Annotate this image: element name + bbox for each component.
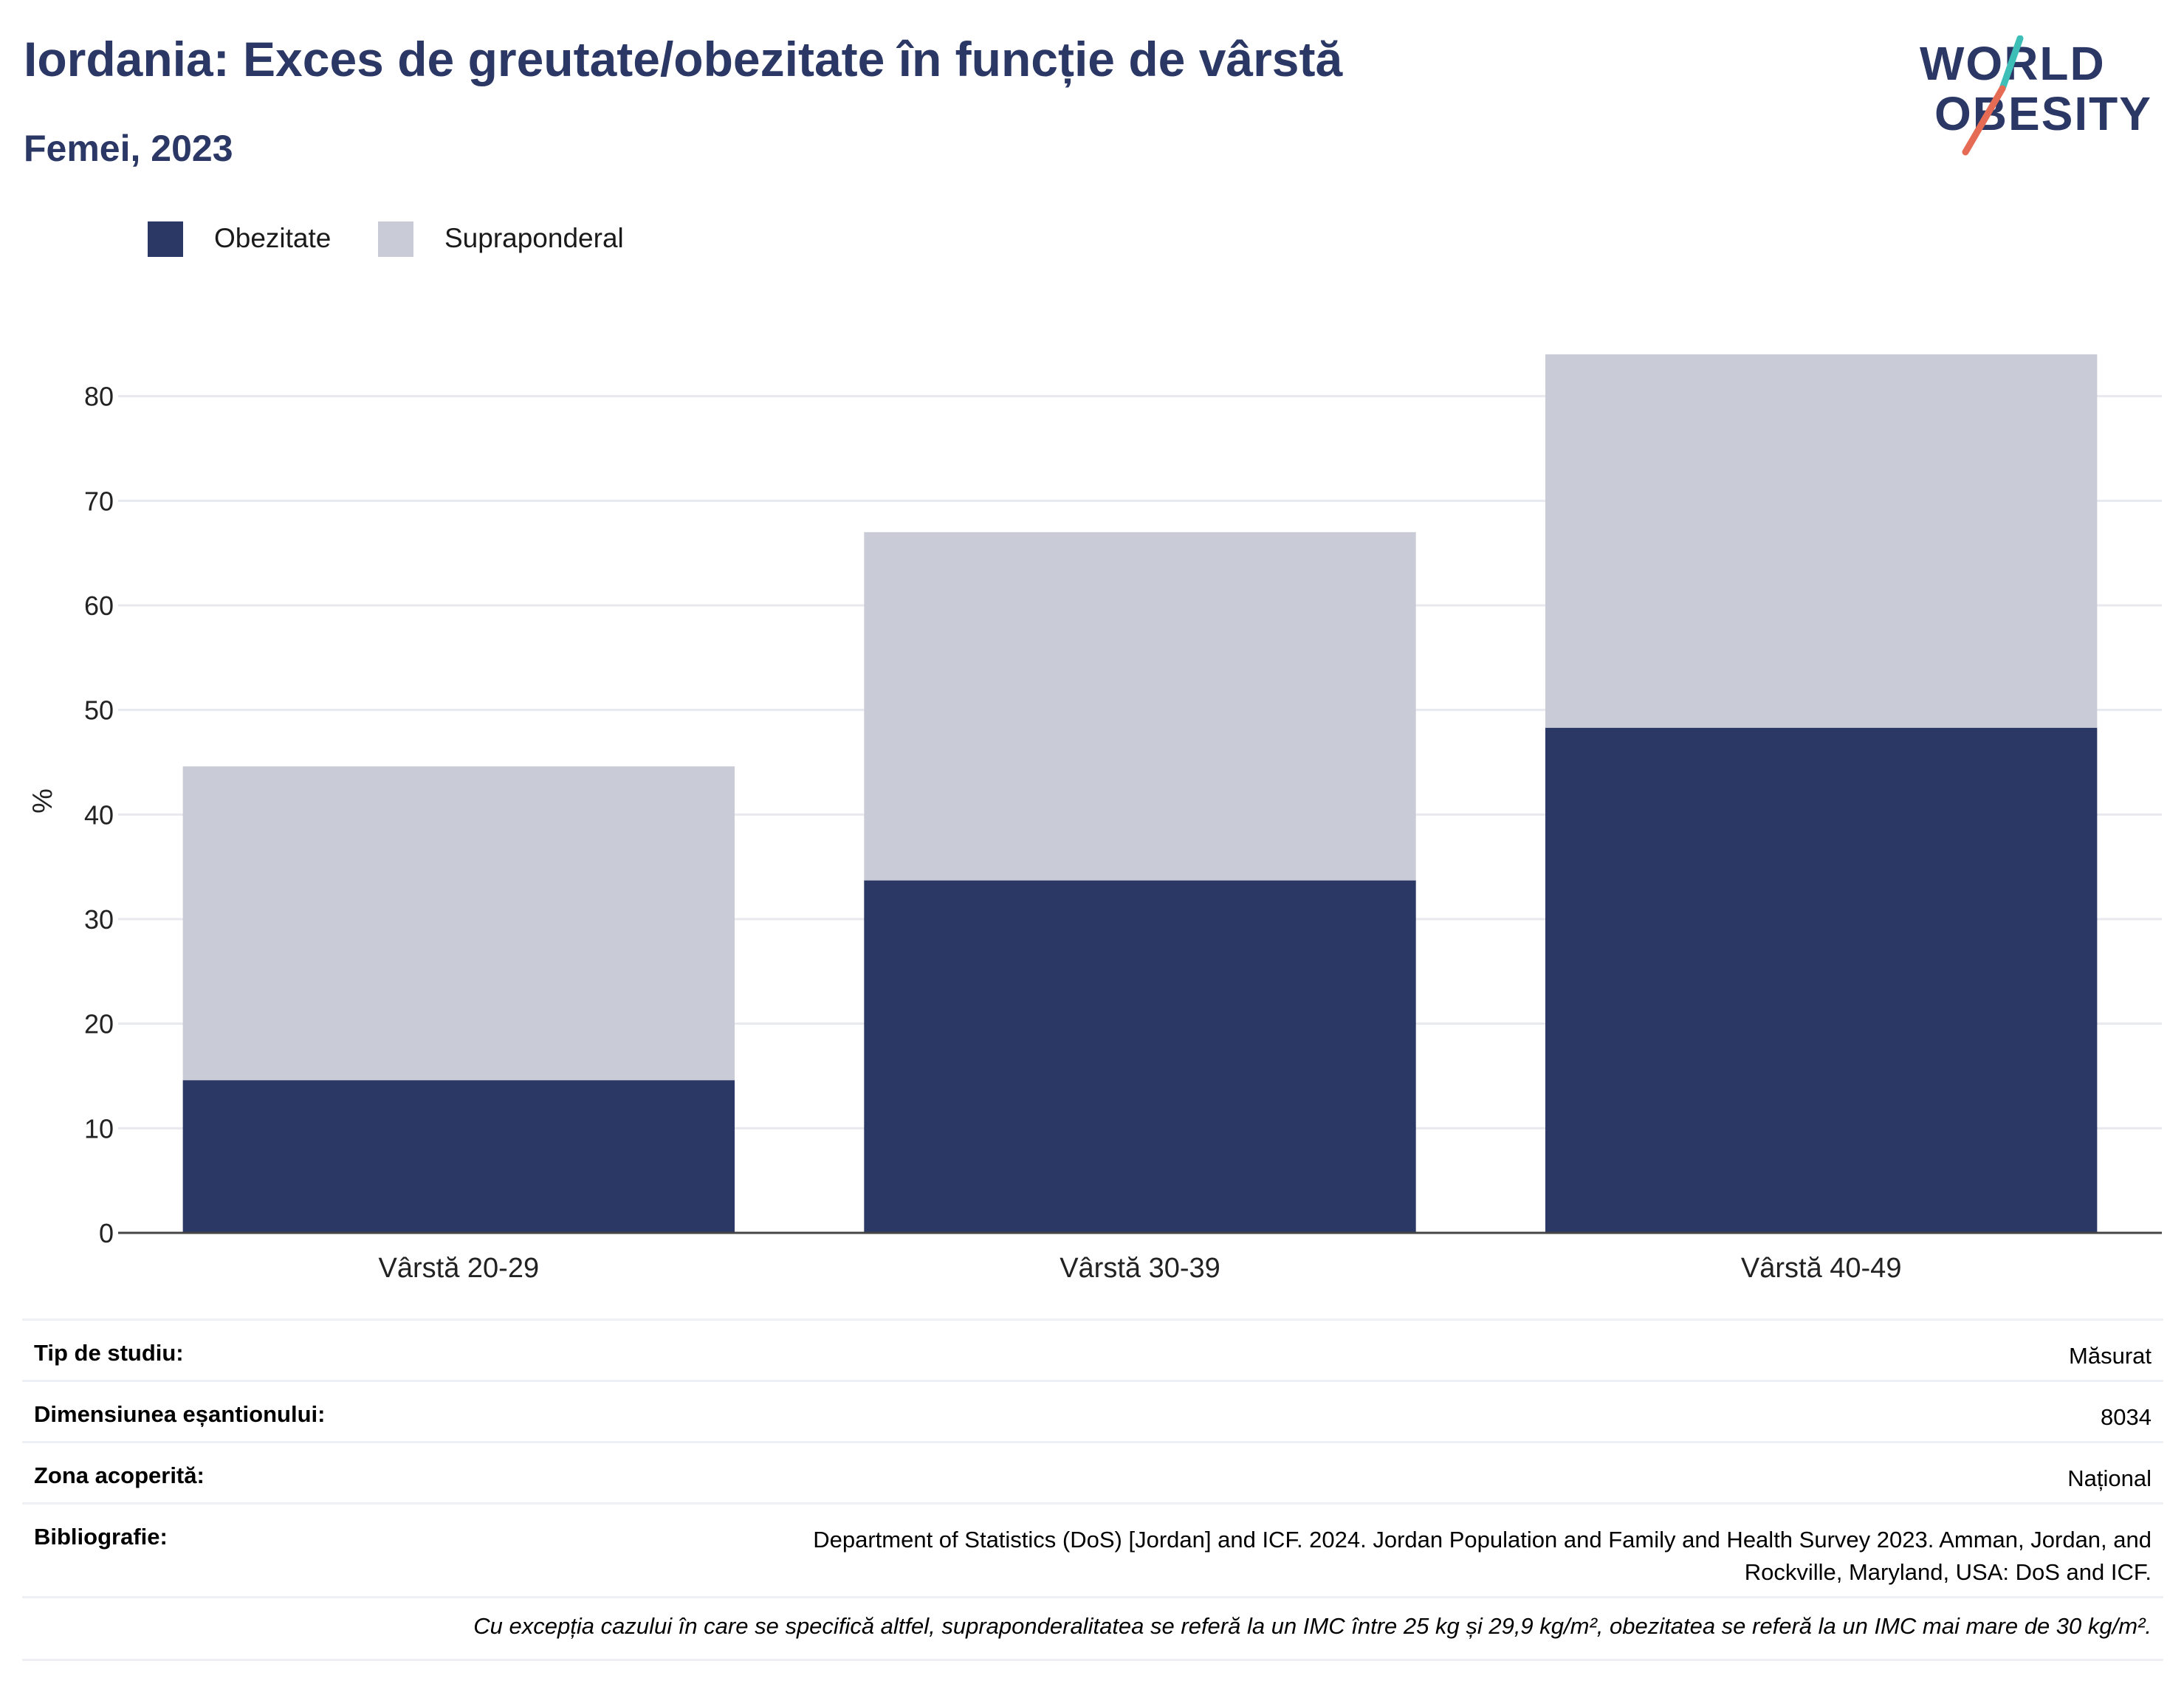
info-value-coverage: Național bbox=[2067, 1465, 2152, 1491]
info-label-sample-size: Dimensiunea eșantionului: bbox=[34, 1401, 326, 1427]
legend-swatch-obezitate bbox=[148, 221, 183, 257]
legend-label-supraponderal: Supraponderal bbox=[444, 223, 624, 253]
info-label-study-type: Tip de studiu: bbox=[34, 1340, 184, 1366]
info-row-coverage: Zona acoperită: Național bbox=[22, 1441, 2163, 1502]
legend-swatch-supraponderal bbox=[378, 221, 413, 257]
bar-obezitate-2[interactable] bbox=[864, 880, 1416, 1233]
definition-note: Cu excepția cazului în care se specifică… bbox=[22, 1596, 2163, 1661]
bar-supraponderal-1[interactable] bbox=[182, 766, 735, 1081]
y-tick-label: 10 bbox=[84, 1113, 114, 1144]
y-tick-label: 40 bbox=[84, 800, 114, 830]
x-tick-label: Vârstă 30-39 bbox=[1060, 1253, 1220, 1284]
y-tick-label: 20 bbox=[84, 1009, 114, 1039]
info-row-bibliography: Bibliografie: Department of Statistics (… bbox=[22, 1502, 2163, 1596]
info-row-sample-size: Dimensiunea eșantionului: 8034 bbox=[22, 1380, 2163, 1441]
bibliography-line-1: Department of Statistics (DoS) [Jordan] … bbox=[813, 1527, 2152, 1553]
y-tick-label: 50 bbox=[84, 695, 114, 726]
chart-title: Iordania: Exces de greutate/obezitate în… bbox=[24, 32, 1343, 86]
info-row-study-type: Tip de studiu: Măsurat bbox=[22, 1318, 2163, 1380]
logo-text-obesity: OBESITY bbox=[1934, 87, 2152, 140]
bar-supraponderal-3[interactable] bbox=[1545, 354, 2098, 728]
y-tick-label: 0 bbox=[99, 1218, 114, 1248]
bar-supraponderal-2[interactable] bbox=[864, 532, 1416, 881]
bar-obezitate-3[interactable] bbox=[1545, 727, 2098, 1233]
axis-layer: 0 10 20 30 40 50 60 70 80% Vârstă 20-29 Vârstă 30-… bbox=[27, 382, 2162, 1284]
bar-chart: 0 10 20 30 40 50 60 70 80% Vârstă 20-29 Vârstă 30-… bbox=[27, 354, 2162, 1284]
info-table: Tip de studiu: Măsurat Dimensiunea eșant… bbox=[22, 1318, 2163, 1661]
info-value-study-type: Măsurat bbox=[2069, 1343, 2152, 1369]
info-label-coverage: Zona acoperită: bbox=[34, 1462, 205, 1488]
logo-slash-coral bbox=[1962, 85, 2006, 156]
world-obesity-logo: WORLD OBESITY bbox=[1920, 35, 2152, 156]
chart-subtitle: Femei, 2023 bbox=[24, 128, 233, 169]
y-tick-label: 30 bbox=[84, 904, 114, 935]
x-tick-label: Vârstă 20-29 bbox=[379, 1253, 540, 1284]
y-tick-label: 80 bbox=[84, 382, 114, 412]
info-value-sample-size: 8034 bbox=[2101, 1404, 2152, 1430]
bar-layer bbox=[182, 354, 2098, 1233]
bibliography-line-2: Rockville, Maryland, USA: DoS and ICF. bbox=[1744, 1559, 2152, 1585]
y-axis-label: % bbox=[27, 788, 58, 814]
info-label-bibliography: Bibliografie: bbox=[34, 1524, 168, 1550]
y-tick-label: 60 bbox=[84, 591, 114, 621]
legend-label-obezitate: Obezitate bbox=[214, 223, 332, 253]
x-tick-label: Vârstă 40-49 bbox=[1741, 1253, 1902, 1284]
bar-obezitate-1[interactable] bbox=[182, 1080, 735, 1233]
definition-note-text: Cu excepția cazului în care se specifică… bbox=[473, 1613, 2152, 1639]
y-tick-label: 70 bbox=[84, 486, 114, 516]
info-value-bibliography: Department of Statistics (DoS) [Jordan] … bbox=[813, 1524, 2152, 1589]
logo-slash-teal bbox=[1999, 35, 2024, 92]
